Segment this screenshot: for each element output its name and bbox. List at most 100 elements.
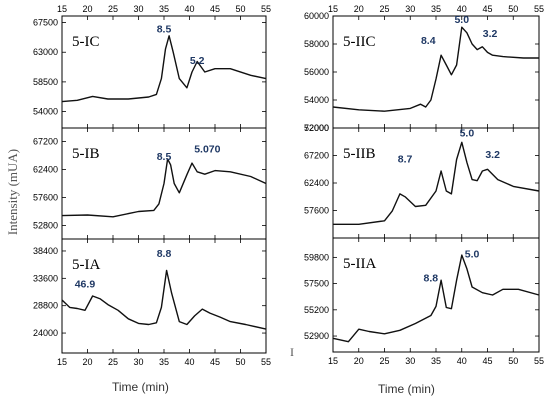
panel-5-ib: 52800 57600 62400 67200 5-IB 8.5 5.070 [33,127,267,240]
y-axis-title: Intensity (mUA) [5,148,20,236]
x-tick-label-bottom: 55 [534,356,544,366]
peak-annotation: 8.8 [157,248,172,260]
y-tick-label: 67200 [33,136,58,146]
x-tick-label-top: 50 [508,4,518,14]
series-line [332,254,540,343]
peak-annotation: 8.5 [157,151,172,163]
panel-5-iib: 57600 62400 67200 72000 5-IIB 8.7 5.0 3.2 [304,123,540,239]
panel-label: 5-IB [72,146,100,162]
x-tick-label-bottom: 35 [431,356,441,366]
peak-annotation: 3.2 [483,28,498,40]
y-tick-label: 24000 [33,328,58,338]
x-axis-title-right: Time (min) [378,382,435,396]
y-tick-label: 28800 [33,301,58,311]
x-tick-label-bottom: 25 [108,357,118,367]
series-line [332,26,539,112]
x-tick-label-bottom: 15 [328,356,338,366]
x-tick-label-top: 55 [534,4,544,14]
series-line [61,269,267,330]
x-tick-label-bottom: 40 [184,357,194,367]
y-tick-label: 67500 [33,18,58,28]
peak-annotation: 5.070 [194,144,220,156]
peak-annotation: 3.2 [485,149,500,161]
x-tick-label-bottom: 40 [457,356,467,366]
panel-5-iia: 52900 55200 57500 59800 15 20 25 30 35 40 45 50 55 5-… [304,237,544,366]
x-tick-label-top: 25 [108,4,118,14]
x-tick-label-bottom: 30 [133,357,143,367]
y-tick-label: 62400 [304,178,329,188]
x-tick-label-top: 15 [328,4,338,14]
x-tick-label-top: 35 [431,4,441,14]
panel-label: 5-IIC [343,34,376,50]
x-tick-label-top: 35 [159,4,169,14]
x-tick-label-bottom: 50 [508,356,518,366]
y-tick-label: 60000 [304,11,329,21]
x-tick-label-top: 15 [57,4,67,14]
peak-annotation: 8.8 [424,272,439,284]
x-tick-label-bottom: 45 [482,356,492,366]
y-tick-label: 62400 [33,164,58,174]
x-tick-label-top: 30 [405,4,415,14]
x-tick-label-top: 30 [133,4,143,14]
x-tick-label-bottom: 25 [379,356,389,366]
x-tick-label-top: 20 [82,4,92,14]
peak-annotation: 46.9 [75,278,96,290]
y-tick-label: 57600 [33,193,58,203]
panel-frame [332,15,540,129]
peak-annotation: 5.0 [460,128,475,140]
y-axis-title-right: I [290,345,294,359]
y-tick-label: 52900 [304,331,329,341]
x-tick-label-bottom: 35 [159,357,169,367]
x-tick-label-bottom: 50 [235,357,245,367]
series-line [61,35,267,103]
x-tick-label-top: 45 [482,4,492,14]
y-tick-label: 59800 [304,252,329,262]
panel-label: 5-IIA [343,256,376,272]
y-tick-label: 33600 [33,273,58,283]
panel-label: 5-IIB [343,146,376,162]
y-tick-label: 57600 [304,206,329,216]
peak-annotation: 5.2 [190,55,205,67]
y-tick-label: 57500 [304,279,329,289]
series-line [333,141,540,226]
peak-annotation: 5.0 [465,248,480,260]
x-tick-label-bottom: 30 [405,356,415,366]
x-tick-label-top: 40 [457,4,467,14]
y-tick-label: 72000 [304,123,329,133]
peak-annotation: 8.5 [157,23,172,35]
series-line [61,158,267,218]
x-tick-label-top: 20 [354,4,364,14]
x-tick-label-top: 55 [261,4,271,14]
x-tick-label-top: 50 [235,4,245,14]
x-tick-label-bottom: 45 [210,357,220,367]
x-tick-label-top: 40 [184,4,194,14]
peak-annotation: 8.7 [398,153,413,165]
y-tick-label: 54000 [304,95,329,105]
y-tick-label: 63000 [33,47,58,57]
y-tick-label: 54000 [33,107,58,117]
panel-frame [332,127,540,239]
peak-annotation: 8.4 [421,35,436,47]
x-axis-title-left: Time (min) [112,380,169,394]
peak-annotation: 5.0 [454,14,469,26]
x-tick-label-bottom: 55 [261,357,271,367]
x-tick-label-top: 25 [379,4,389,14]
panel-label: 5-IA [72,257,100,273]
panel-label: 5-IC [72,34,100,50]
panel-5-ic: 54000 58500 63000 67500 15 20 25 30 35 40 45 50 55 5-… [33,4,271,129]
y-tick-label: 52000 [304,123,329,133]
x-tick-label-bottom: 20 [82,357,92,367]
y-tick-label: 38400 [33,246,58,256]
y-tick-label: 56000 [304,67,329,77]
x-tick-label-bottom: 20 [354,356,364,366]
y-tick-label: 52800 [33,221,58,231]
x-tick-label-bottom: 15 [57,357,67,367]
y-tick-label: 67200 [304,151,329,161]
y-tick-label: 58500 [33,77,58,87]
y-tick-label: 55200 [304,305,329,315]
x-tick-label-top: 45 [210,4,220,14]
y-tick-label: 58000 [304,39,329,49]
panel-5-ia: 24000 28800 33600 38400 15 20 25 30 35 40 45 50 55 5-… [33,238,271,367]
